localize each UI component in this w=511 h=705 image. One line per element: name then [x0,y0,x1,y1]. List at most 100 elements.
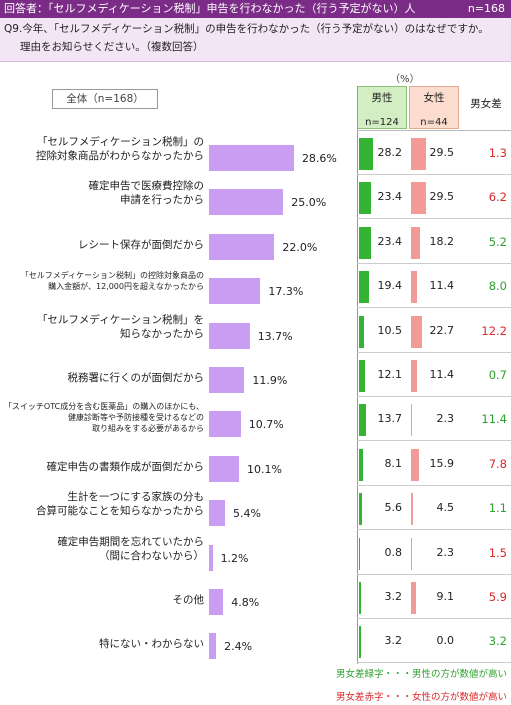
total-legend-box: 全体（n=168） [52,89,158,109]
female-mini-bar [411,537,413,570]
bar-value-label: 25.0% [291,196,327,210]
female-mini-bar [411,582,416,614]
female-mini-bar [411,315,423,348]
female-value: 2.3 [436,412,455,426]
male-sample-size: n=124 [365,117,399,128]
female-mini-bar [411,493,414,526]
chart-row: その他 4.8% 3.2 9.1 5.9 [0,575,511,619]
question-text: Q9.今年、「セルフメディケーション税制」の申告を行わなかった（行う予定がない）… [4,23,489,35]
male-value: 8.1 [384,456,403,470]
category-label-line: 生計を一つにする家族の分も [67,491,204,504]
chart-row: 「セルフメディケーション税制」を 知らなかったから 13.7% 10.5 22.7 12.… [0,309,511,353]
female-header-label: 女性 [423,92,445,104]
category-label-line: 健康診断等や予防接種を受けるなどの [68,413,204,423]
male-mini-bar [359,448,364,481]
category-label: 特にない・わからない [0,637,204,651]
category-label: その他 [0,593,205,607]
table-left-border [357,86,358,664]
diff-value: 3.2 [488,634,507,649]
male-mini-bar [359,138,374,170]
row-divider [357,351,511,353]
diff-column-header: 男女差 [461,86,511,129]
bar-value-label: 2.4% [224,640,253,654]
chart-row: 確定申告期間を忘れていたから （間に合わないから） 1.2% 0.8 2.3 1.5 [0,531,511,575]
respondents-label: 回答者：「セルフメディケーション税制」申告を行わなかった（行う予定がない）人 [4,2,416,15]
category-label: 確定申告で医療費控除の 申請を行ったから [0,179,205,207]
female-mini-bar [411,138,426,170]
diff-value: 5.9 [488,590,507,604]
total-sample-size: n=168 [467,2,505,15]
row-divider [357,262,511,264]
percent-unit-label: （%） [390,74,420,85]
male-mini-bar [359,360,366,392]
male-cell: 5.6 [357,488,407,528]
chart-row: 特にない・わからない 2.4% 3.2 0.0 3.2 [0,619,511,664]
female-mini-bar [411,360,417,392]
category-label-line: 購入金額が、12,000円を超えなかったから [48,282,204,292]
diff-value: 5.2 [488,234,507,249]
male-value: 23.4 [377,234,403,248]
category-label-line: 「セルフメディケーション税制」の控除対象商品の [20,271,204,281]
bar-value-label: 22.0% [282,240,318,254]
female-cell: 18.2 [409,222,459,262]
row-divider [357,618,511,619]
female-value: 0.0 [436,634,455,648]
female-value: 11.4 [429,279,455,293]
bar-value-label: 17.3% [268,285,304,299]
diff-value: 12.2 [481,323,507,338]
diff-cell: 7.8 [461,444,511,484]
category-label-line: 申請を行ったから [120,194,204,207]
category-label-line: レシート保存が面倒だから [78,238,204,251]
female-cell: 9.1 [409,577,459,617]
female-cell: 4.5 [409,488,459,528]
diff-cell: 5.9 [461,577,511,617]
table-top-border [357,130,511,131]
bar-value-label: 13.7% [257,329,293,343]
male-cell: 23.4 [357,222,407,262]
bar-value-label: 4.8% [231,596,260,609]
female-cell: 15.9 [409,444,459,484]
diff-cell: 5.2 [461,222,511,262]
female-value: 18.2 [429,234,455,248]
female-mini-bar [411,182,426,215]
bar-value-label: 1.2% [220,551,249,565]
female-value: 4.5 [436,501,455,515]
chart-row: 「セルフメディケーション税制」の 控除対象商品がわからなかったから 28.6% 28.… [0,131,511,175]
male-value: 12.1 [377,368,403,381]
category-label: レシート保存が面倒だから [0,238,204,252]
diff-cell: 0.7 [461,355,511,395]
category-label-line: 控除対象商品がわからなかったから [36,150,204,162]
diff-cell: 3.2 [461,621,511,661]
row-divider [357,396,511,397]
bar [209,411,241,438]
male-cell: 3.2 [357,577,407,617]
male-value: 5.6 [384,501,403,515]
diff-value: 1.1 [488,501,507,516]
chart-row: レシート保存が面倒だから 22.0% 23.4 18.2 5.2 [0,220,511,264]
bar [209,278,261,305]
bar-value-label: 28.6% [301,152,337,165]
category-label-line: その他 [172,594,205,606]
male-value: 13.7 [377,412,403,426]
diff-cell: 12.2 [461,311,511,351]
bar [209,233,275,260]
bar [209,589,224,615]
male-mini-bar [359,404,366,437]
male-mini-bar [359,315,365,348]
female-value: 9.1 [436,590,455,603]
diff-cell: 8.0 [461,266,511,306]
male-value: 3.2 [384,634,403,648]
male-value: 19.4 [377,279,403,293]
row-divider [357,218,511,220]
category-label-line: 取り組みをする必要があるから [92,424,204,434]
red-note: 男女差赤字・・・女性の方が数値が高い [335,692,507,703]
category-label-line: 「スイッチOTC成分を含む医薬品」の購入のほかにも、 [3,402,204,412]
category-label: 「セルフメディケーション税制」の 控除対象商品がわからなかったから [0,135,204,163]
diff-value: 11.4 [481,412,507,427]
female-cell: 29.5 [409,177,459,217]
row-divider [357,573,511,575]
male-mini-bar [359,626,361,659]
row-divider [357,484,511,486]
female-cell: 11.4 [409,266,459,306]
row-divider [357,307,511,309]
